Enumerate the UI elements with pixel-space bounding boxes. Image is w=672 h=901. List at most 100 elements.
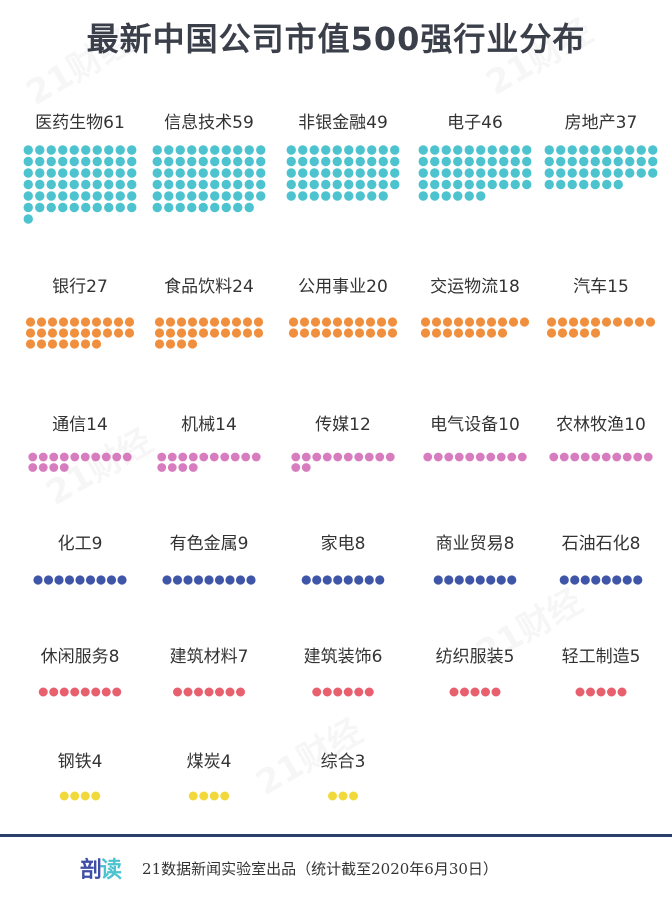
industry-group: 钢铁4 [58,752,103,801]
company-dot [579,317,590,327]
company-dot [622,575,632,585]
industry-label: 钢铁4 [58,752,103,772]
company-dot [69,145,79,155]
company-dot [291,463,301,472]
company-dot [23,145,33,155]
industry-label: 医药生物61 [35,113,125,133]
company-dot [23,214,33,224]
company-dot [453,168,463,178]
company-dot [423,452,433,462]
company-dot [70,687,80,697]
company-dot [507,575,517,585]
company-dot [453,328,464,338]
company-dot [112,687,122,697]
company-dot [233,168,243,178]
company-dot [431,328,442,338]
company-dot [164,156,174,167]
company-dot [187,156,197,167]
company-dot [175,179,185,190]
company-dot [310,317,321,327]
company-dot [220,328,231,338]
company-dot [46,179,56,190]
company-dot [312,575,322,585]
company-dot [75,575,85,585]
company-dot [544,156,554,167]
company-dot [623,317,634,327]
company-dot [104,156,114,167]
company-dot [233,145,243,155]
company-dot [253,328,264,338]
company-dot [69,328,80,338]
company-dot [286,156,296,167]
company-dot [544,145,554,155]
company-dot [544,168,554,178]
company-dot [256,191,266,201]
company-dot [127,168,137,178]
company-dot [378,145,388,155]
company-dot [328,791,337,801]
industry-group: 有色金属9 [162,534,256,585]
company-dot [58,328,69,338]
company-dot [46,145,56,155]
company-dot [115,191,125,201]
company-dot [648,156,658,167]
company-dot [96,575,106,585]
company-dot [464,145,474,155]
company-dot [102,328,113,338]
company-dot [309,156,319,167]
company-dot [38,452,48,462]
company-dot [321,179,331,190]
company-dot [420,328,431,338]
company-dot [210,191,220,201]
company-dot [35,179,45,190]
company-dot [481,687,490,697]
company-dot [354,317,365,327]
industry-label: 建筑装饰6 [304,647,383,667]
industry-group: 机械14 [157,415,261,472]
industry-label: 建筑材料7 [170,647,249,667]
company-dot [104,202,114,213]
company-dot [464,156,474,167]
company-dot [152,168,162,178]
industry-label: 汽车15 [573,277,629,297]
company-dot [244,191,254,201]
company-dot [199,452,209,462]
company-dot [183,575,193,585]
company-dot [46,202,56,213]
brand-logo: 剖读 [80,852,122,884]
company-dot [612,452,622,462]
company-dot [104,145,114,155]
company-dot [354,575,364,585]
company-dot [25,317,36,327]
company-dot [556,145,566,155]
company-dot [491,687,501,697]
company-dot [487,179,497,190]
company-dot [117,575,127,585]
company-dot [92,168,102,178]
company-dot [46,156,56,167]
company-dot [242,317,253,327]
industry-group: 纺织服装5 [436,647,514,697]
company-dot [487,168,497,178]
company-dot [25,339,36,349]
company-dot [322,687,332,697]
company-dot [80,687,90,697]
company-dot [220,791,230,801]
company-dot [104,179,114,190]
company-dot [198,179,208,190]
company-dot [496,575,506,585]
company-dot [81,145,91,155]
company-dot [476,179,486,190]
company-dot [522,145,532,155]
company-dot [586,687,595,697]
company-dot [124,317,135,327]
company-dot [559,575,569,585]
company-dot [343,328,354,338]
company-dot [81,156,91,167]
company-dot [49,687,59,697]
company-dot [343,687,353,697]
company-dot [449,687,459,697]
company-dot [580,452,590,462]
industry-label: 休闲服务8 [41,647,120,667]
company-dot [464,328,475,338]
